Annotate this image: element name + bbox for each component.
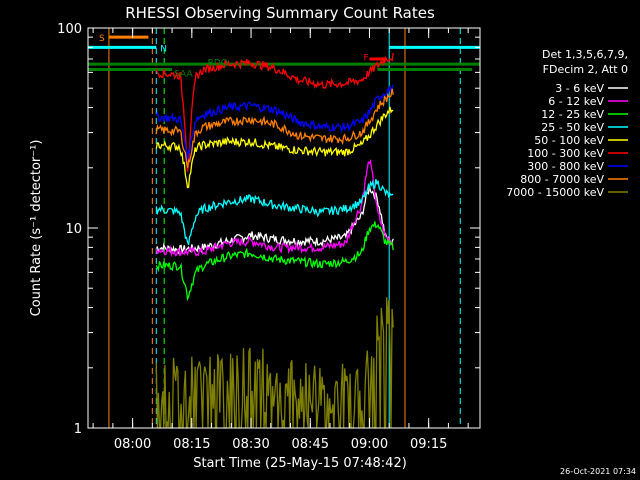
x-tick-label-4: 09:00 xyxy=(351,437,388,452)
y-tick-label-2: 100 xyxy=(57,22,82,37)
legend-label-0: 3 - 6 keV xyxy=(555,82,604,95)
x-axis-label: Start Time (25-May-15 07:48:42) xyxy=(193,456,407,471)
annotation-n: N xyxy=(160,44,167,54)
annotation-rdq: RDQ xyxy=(208,58,228,68)
legend-label-7: 800 - 7000 keV xyxy=(520,173,604,186)
annotations: S N RDQ SAA F xyxy=(99,34,369,79)
legend-header-line-2: FDecim 2, Att 0 xyxy=(543,63,628,76)
legend-label-4: 50 - 100 keV xyxy=(534,134,604,147)
x-tick-label-1: 08:15 xyxy=(173,437,210,452)
footer-timestamp: 26-Oct-2021 07:34 xyxy=(560,467,636,476)
chart-title: RHESSI Observing Summary Count Rates xyxy=(125,4,435,22)
series-line-2 xyxy=(155,221,394,302)
x-tick-label-2: 08:30 xyxy=(232,437,269,452)
series-line-1 xyxy=(155,158,394,258)
x-tick-label-5: 09:15 xyxy=(410,437,447,452)
series-line-6 xyxy=(155,84,394,162)
series-line-8 xyxy=(155,297,394,429)
series-line-5 xyxy=(155,52,394,172)
y-tick-label-1: 10 xyxy=(65,222,82,237)
x-axis-ticks: 08:00 08:15 08:30 08:45 09:00 09:15 xyxy=(92,28,469,452)
annotation-saa: SAA xyxy=(174,69,193,79)
state-bars xyxy=(88,35,480,72)
vertical-markers xyxy=(108,28,461,428)
series-line-4 xyxy=(155,106,394,189)
legend-label-1: 6 - 12 keV xyxy=(548,95,604,108)
legend-label-3: 25 - 50 keV xyxy=(541,121,604,134)
series-line-3 xyxy=(155,178,394,246)
series-line-7 xyxy=(155,88,394,168)
legend-label-6: 300 - 800 keV xyxy=(527,160,604,173)
y-axis-ticks: 1 10 100 xyxy=(57,22,480,437)
legend-label-8: 7000 - 15000 keV xyxy=(506,186,604,199)
annotation-s: S xyxy=(99,34,105,44)
legend: Det 1,3,5,6,7,9, FDecim 2, Att 0 xyxy=(542,48,628,76)
x-tick-label-0: 08:00 xyxy=(114,437,151,452)
x-tick-label-3: 08:45 xyxy=(292,437,329,452)
series-group xyxy=(155,52,394,429)
y-axis-label: Count Rate (s⁻¹ detector⁻¹) xyxy=(29,140,44,317)
legend-label-2: 12 - 25 keV xyxy=(541,108,604,121)
annotation-f: F xyxy=(364,54,369,64)
y-tick-label-0: 1 xyxy=(74,422,82,437)
legend-header-line-1: Det 1,3,5,6,7,9, xyxy=(542,48,628,61)
legend-label-5: 100 - 300 keV xyxy=(527,147,604,160)
